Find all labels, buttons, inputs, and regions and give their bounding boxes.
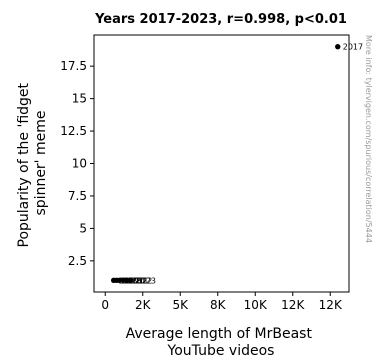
y-tick-label: 7.5 — [68, 189, 87, 203]
y-axis-label: Popularity of the 'fidget spinner' meme — [16, 79, 49, 248]
y-axis: 2.5 5 7.5 10 12.5 15 17.5 — [60, 59, 94, 268]
y-tick-label: 5 — [79, 221, 87, 235]
data-point — [116, 277, 123, 284]
x-tick-label: 0 — [101, 298, 109, 312]
data-point — [110, 277, 117, 284]
point-label: 2022 — [132, 276, 152, 285]
plot-frame — [93, 34, 350, 293]
x-tick-label: 12K — [281, 298, 305, 312]
x-tick-label: 12K — [319, 298, 343, 312]
x-tick-label: 10K — [244, 298, 268, 312]
y-tick-label: 15 — [72, 92, 87, 106]
x-axis-label-line-2: YouTube videos — [167, 343, 275, 358]
y-axis-label-line-2: spinner' meme — [33, 111, 49, 216]
y-tick-label: 10 — [72, 157, 87, 171]
x-tick-label: 5K — [172, 298, 189, 312]
point-label: 2021 — [128, 276, 148, 285]
x-axis-label-line-1: Average length of MrBeast — [126, 326, 313, 342]
data-points — [110, 43, 341, 284]
y-tick-label: 2.5 — [68, 254, 87, 268]
data-point — [335, 43, 341, 50]
y-axis-label-line-1: Popularity of the 'fidget — [16, 82, 32, 247]
chart-title: Years 2017-2023, r=0.998, p<0.01 — [94, 12, 347, 27]
y-tick-label: 17.5 — [60, 59, 87, 73]
data-point — [127, 277, 134, 284]
x-axis-label: Average length of MrBeast YouTube videos — [126, 326, 317, 358]
x-tick-label: 8K — [210, 298, 227, 312]
data-point — [120, 277, 126, 284]
point-label: 2020 — [124, 276, 144, 285]
point-label: 2017 — [343, 43, 363, 52]
x-tick-label: 2K — [135, 298, 152, 312]
watermark: More info: tylervigen.com/spurious/corre… — [364, 35, 373, 243]
point-label: 2023 — [136, 276, 156, 285]
y-tick-label: 12.5 — [60, 124, 87, 138]
data-point — [124, 277, 130, 284]
point-label: 2018 — [122, 276, 142, 285]
x-axis: 0 2K 5K 8K 10K 12K 12K — [101, 292, 343, 312]
point-label: 2019 — [119, 276, 139, 285]
